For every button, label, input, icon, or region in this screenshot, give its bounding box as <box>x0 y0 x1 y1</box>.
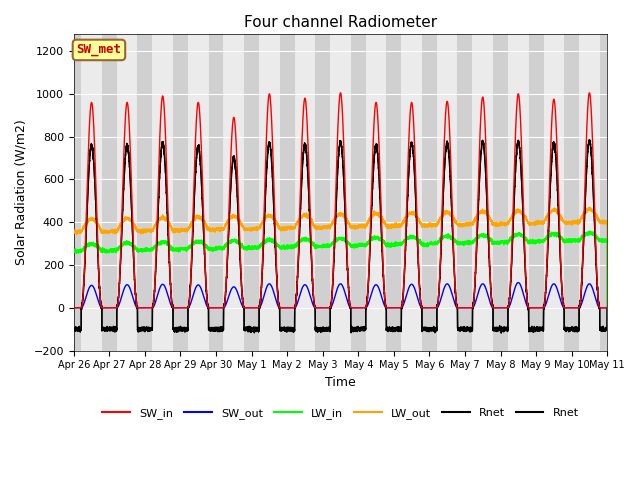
Bar <box>252 34 287 350</box>
Line: Rnet: Rnet <box>74 140 607 332</box>
SW_out <box>515 280 522 286</box>
SW_in <box>475 169 483 175</box>
Text: SW_met: SW_met <box>76 44 122 57</box>
LW_in <box>323 244 330 250</box>
LW_out <box>70 228 77 233</box>
Bar <box>472 34 493 350</box>
Rnet <box>604 305 611 311</box>
Bar <box>223 34 244 350</box>
Title: Four channel Radiometer: Four channel Radiometer <box>244 15 437 30</box>
SW_in <box>460 305 467 311</box>
SW_out <box>323 305 330 311</box>
Rnet <box>173 329 180 335</box>
Legend: SW_in, SW_out, LW_in, LW_out, Rnet, Rnet: SW_in, SW_out, LW_in, LW_out, Rnet, Rnet <box>98 404 583 423</box>
LW_out <box>604 305 611 311</box>
Bar <box>508 34 529 350</box>
Rnet <box>581 209 589 215</box>
Line: SW_out: SW_out <box>74 283 607 308</box>
Bar <box>500 34 536 350</box>
LW_out <box>460 222 467 228</box>
Bar <box>401 34 422 350</box>
Rnet <box>323 325 330 331</box>
Bar <box>294 34 316 350</box>
SW_in <box>604 305 611 311</box>
LW_in <box>604 305 611 311</box>
LW_out <box>574 220 582 226</box>
Line: LW_in: LW_in <box>74 231 607 308</box>
SW_out <box>604 305 611 311</box>
LW_in <box>581 232 589 238</box>
Rnet <box>604 305 611 311</box>
Rnet <box>475 193 483 199</box>
Bar <box>81 34 102 350</box>
Rnet <box>252 326 259 332</box>
Bar <box>152 34 173 350</box>
Rnet <box>581 210 589 216</box>
Bar <box>365 34 387 350</box>
LW_out <box>581 210 589 216</box>
Bar <box>429 34 465 350</box>
Rnet <box>460 327 467 333</box>
Rnet <box>574 324 582 330</box>
SW_in <box>586 90 593 96</box>
SW_in <box>323 305 330 311</box>
SW_in <box>70 305 77 311</box>
LW_in <box>475 233 483 239</box>
Bar <box>358 34 394 350</box>
Bar <box>437 34 458 350</box>
Bar <box>117 34 138 350</box>
SW_out <box>475 288 483 294</box>
Rnet <box>460 328 468 334</box>
Rnet <box>70 327 77 333</box>
Bar <box>216 34 252 350</box>
SW_out <box>70 305 77 311</box>
Bar <box>572 34 607 350</box>
Rnet <box>586 137 593 143</box>
LW_in <box>70 249 77 254</box>
Line: Rnet: Rnet <box>74 140 607 333</box>
Line: LW_out: LW_out <box>74 207 607 308</box>
Bar <box>109 34 145 350</box>
SW_in <box>581 188 589 194</box>
Y-axis label: Solar Radiation (W/m2): Solar Radiation (W/m2) <box>15 120 28 265</box>
Bar <box>323 34 358 350</box>
Rnet <box>586 137 593 143</box>
Bar <box>145 34 180 350</box>
SW_out <box>574 305 582 311</box>
Bar <box>465 34 500 350</box>
Bar <box>180 34 216 350</box>
Bar <box>536 34 572 350</box>
LW_in <box>586 228 594 234</box>
LW_out <box>251 226 259 232</box>
Rnet <box>251 326 259 332</box>
SW_in <box>251 305 259 311</box>
Bar <box>259 34 280 350</box>
Bar <box>330 34 351 350</box>
Bar <box>579 34 600 350</box>
LW_in <box>251 245 259 251</box>
Rnet <box>475 192 483 198</box>
SW_out <box>460 305 467 311</box>
SW_out <box>251 305 259 311</box>
Bar <box>394 34 429 350</box>
X-axis label: Time: Time <box>325 376 356 389</box>
SW_in <box>574 305 582 311</box>
Rnet <box>70 327 77 333</box>
SW_out <box>581 290 589 296</box>
LW_out <box>323 224 330 230</box>
Rnet <box>574 325 582 331</box>
Bar <box>287 34 323 350</box>
LW_out <box>586 204 594 210</box>
LW_out <box>475 210 483 216</box>
Rnet <box>497 330 505 336</box>
LW_in <box>574 237 582 242</box>
LW_in <box>460 242 467 248</box>
Bar <box>74 34 109 350</box>
Line: SW_in: SW_in <box>74 93 607 308</box>
Bar <box>188 34 209 350</box>
Rnet <box>323 327 330 333</box>
Bar <box>543 34 564 350</box>
